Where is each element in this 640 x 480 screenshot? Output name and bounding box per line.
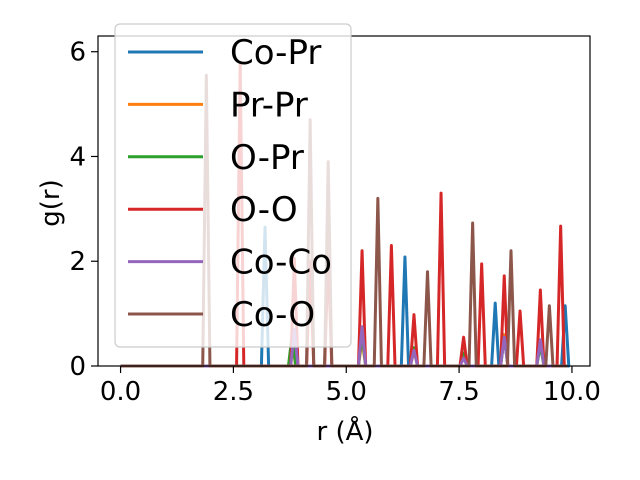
legend-entry-o-o: O-O	[128, 190, 298, 230]
legend-label: Co-Pr	[230, 33, 321, 73]
ticks: 0.0 2.5 5.0 7.5 10.0 0 2 4 6	[69, 38, 600, 407]
y-tick-label: 6	[69, 38, 86, 68]
legend-entry-co-pr: Co-Pr	[128, 33, 321, 73]
legend-entry-co-co: Co-Co	[128, 243, 332, 283]
legend-entry-co-o: Co-O	[128, 295, 315, 335]
x-tick-label: 5.0	[326, 377, 367, 407]
x-tick-label: 7.5	[438, 377, 479, 407]
x-tick-label: 10.0	[543, 377, 601, 407]
legend-entry-pr-pr: Pr-Pr	[128, 85, 308, 125]
x-axis-label: r (Å)	[316, 415, 373, 447]
x-tick-label: 2.5	[213, 377, 254, 407]
legend-label: O-O	[230, 190, 298, 230]
y-tick-label: 0	[69, 352, 86, 382]
legend-entry-o-pr: O-Pr	[128, 138, 304, 178]
legend-label: Co-O	[230, 295, 315, 335]
y-tick-label: 2	[69, 247, 86, 277]
legend-label: Co-Co	[230, 243, 332, 283]
legend: Co-Pr Pr-Pr O-Pr O-O Co-Co Co-O	[114, 23, 352, 348]
y-axis-label: g(r)	[36, 179, 66, 226]
legend-label: O-Pr	[230, 138, 304, 178]
x-tick-label: 0.0	[100, 377, 141, 407]
y-tick-label: 4	[69, 142, 86, 172]
legend-label: Pr-Pr	[230, 85, 308, 125]
